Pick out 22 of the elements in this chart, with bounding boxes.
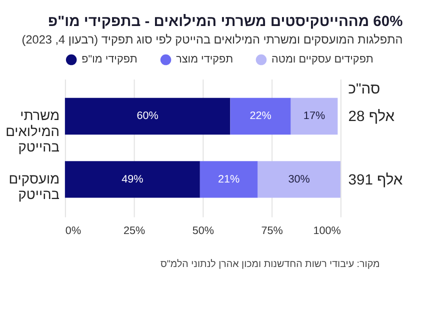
text: מקור: עיבודי רשות החדשנות ומכון אהרן לנתוני הלמ"ס xyxy=(160,258,380,270)
data-label: 60% xyxy=(136,110,159,122)
text: סה"כ xyxy=(348,82,380,98)
data-label: 22% xyxy=(250,110,272,122)
x-tick-label: 0% xyxy=(65,224,82,237)
data-label: 21% xyxy=(218,173,240,186)
legend-label: תפקידי מו"פ xyxy=(82,54,138,66)
annotation: 28 אלף xyxy=(348,109,396,126)
y-tick-label: מועסקים בהייטק xyxy=(8,171,60,202)
x-tick-label: 75% xyxy=(261,224,284,237)
data-label: 30% xyxy=(288,173,310,186)
annotation: 391 אלף xyxy=(348,172,404,188)
data-label: 49% xyxy=(122,173,144,186)
data-label: 17% xyxy=(303,110,326,122)
chart-subtitle: התפלגות המועסקים ומשרתי המילואים בהייטק לפי סוג תפקיד (רבעון 4, 2023) xyxy=(22,32,403,47)
x-tick-label: 100% xyxy=(313,224,342,237)
legend-label: תפקידי מוצר xyxy=(176,54,234,66)
y-tick-label: משרתי המילואים בהייטק xyxy=(6,108,60,155)
x-tick-label: 25% xyxy=(123,224,146,237)
chart-title: 60% מההייטקיסטים משרתי המילואים - בתפקידי מו"פ xyxy=(48,14,403,30)
x-tick-label: 50% xyxy=(192,224,214,237)
legend-label: תפקידים עסקיים ומטה xyxy=(272,54,374,66)
